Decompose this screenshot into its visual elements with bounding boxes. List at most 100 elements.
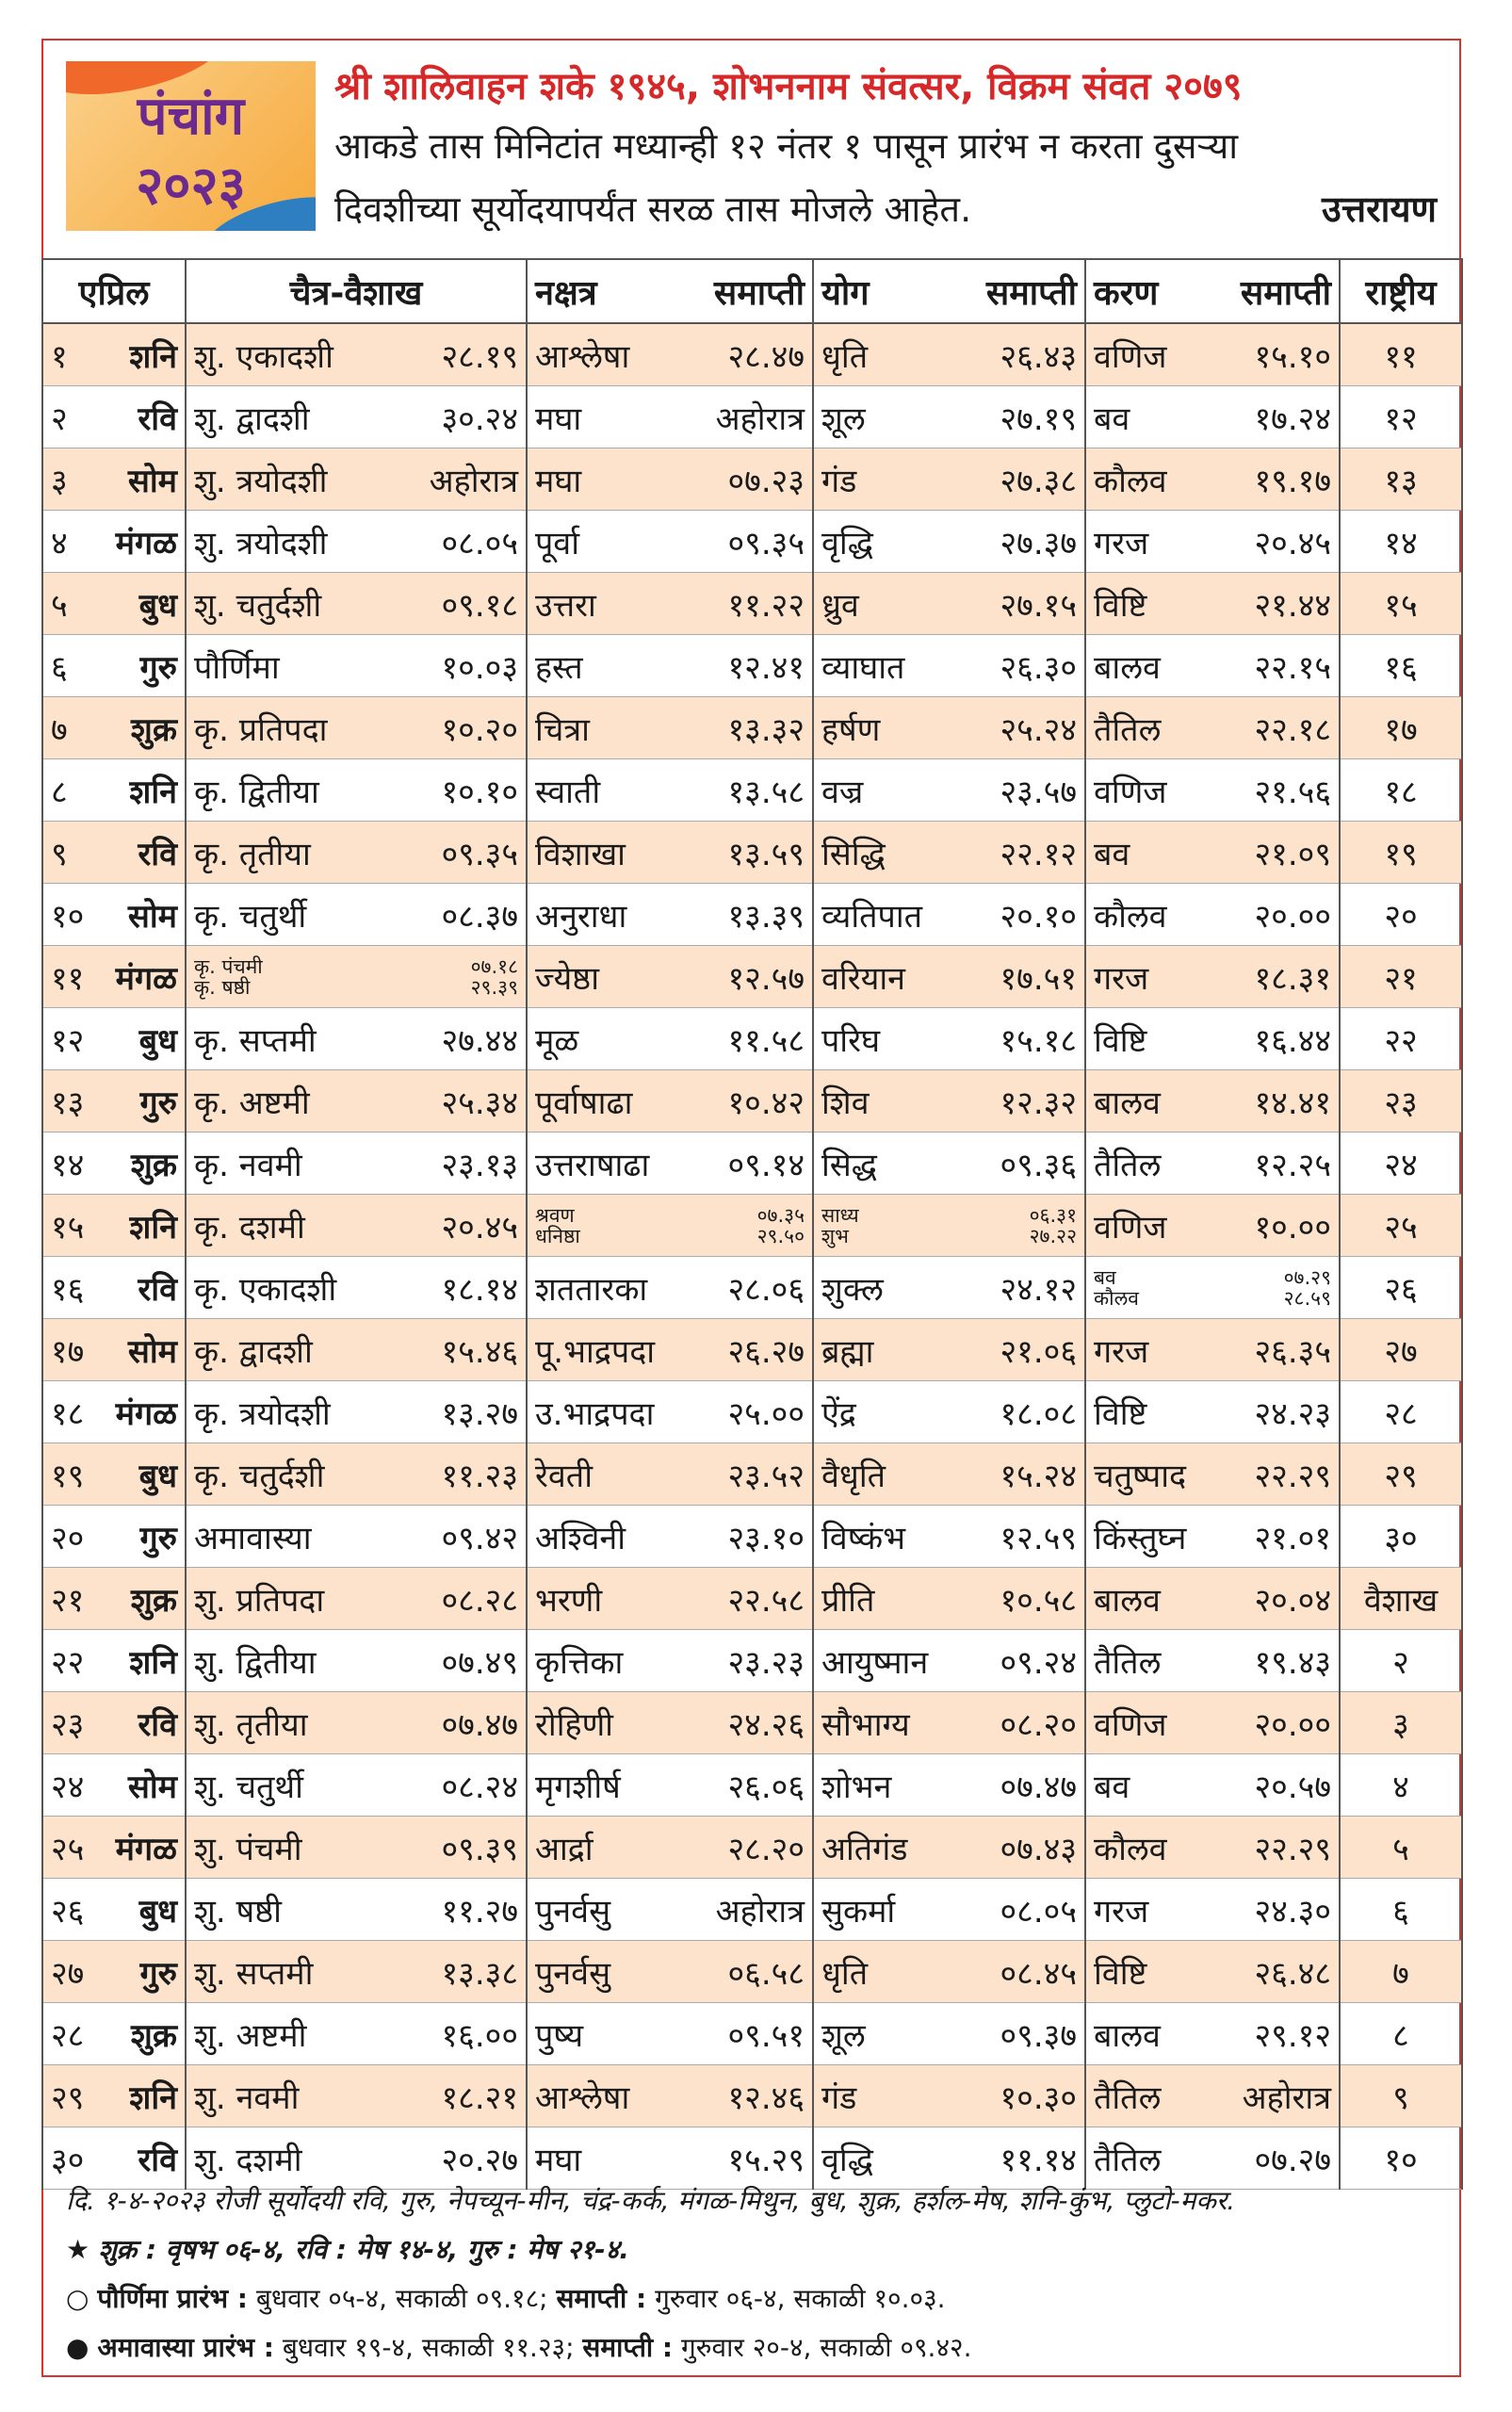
tithi-cell: शु. एकादशी २८.१९ [185,323,528,386]
column-header: नक्षत्र समाप्ती [526,258,814,324]
yoga-end: ०९.३६ [1000,1146,1077,1184]
tithi-cell: कृ. सप्तमी २७.४४ [185,1007,528,1070]
yoga-end: १२.५९ [1000,1519,1077,1557]
karan-cell: विष्टि २६.४८ [1084,1940,1341,2003]
yoga-wrap: व्यतिपात २०.१० [821,893,1077,937]
tithi-end: २७.४४ [441,1021,518,1060]
yoga-cell: ऐंद्र १८.०८ [812,1380,1086,1443]
karan-cell: कौलव २०.०० [1084,883,1341,946]
date-cell: १० सोम [41,883,187,946]
national-date: ८ [1339,2002,1463,2065]
yoga: सिद्धि [821,835,886,873]
karan-end: १२.२५ [1254,1146,1331,1184]
start: बुधवार ०५-४, सकाळी ०९.१८; [255,2283,548,2314]
nakshatra-cell: मघा ०७.२३ [526,448,814,511]
weekday: मंगळ [115,959,177,998]
date-cell: १७ सोम [41,1318,187,1381]
karan-end: २४.२३ [1254,1394,1331,1433]
karan-wrap: तैतिल अहोरात्र [1094,2075,1331,2118]
nakshatra-cell: उत्तराषाढा ०९.१४ [526,1132,814,1195]
tithi-wrap: शु. त्रयोदशी ०८.०५ [194,520,518,563]
karan-end: २०.०० [1254,897,1331,936]
karan-wrap: बालव २९.१२ [1094,2013,1331,2056]
nakshatra-cell: भरणी २२.५८ [526,1567,814,1630]
yoga-end: ०७.४७ [1000,1768,1077,1806]
tithi: कृ. सप्तमी [194,1021,317,1060]
national-date: १० [1339,2127,1463,2190]
yoga-cell: हर्षण २५.२४ [812,696,1086,759]
karan-split: बव कौलव [1094,1267,1139,1309]
date-wrap: २ रवि [51,396,177,439]
tithi-end: ३०.२४ [441,399,518,438]
tithi-end: १८.२१ [441,2078,518,2117]
tithi-cell: शु. द्वादशी ३०.२४ [185,385,528,448]
karan-cell: गरज २६.३५ [1084,1318,1341,1381]
national-date: २० [1339,883,1463,946]
yoga-end-split: ०६.३१ २७.२२ [1030,1205,1077,1247]
date-wrap: १० सोम [51,893,177,937]
national-date: २८ [1339,1380,1463,1443]
weekday: रवि [138,835,177,873]
yoga-end: १०.५८ [1000,1581,1077,1620]
nakshatra-wrap: आश्लेषा २८.४७ [535,334,805,377]
tithi: कृ. द्वितीया [194,773,319,811]
tithi-cell: शु. पंचमी ०९.३९ [185,1816,528,1879]
yoga: ऐंद्र [821,1394,856,1433]
karan-end: अहोरात्र [1242,2078,1331,2117]
karan-cell: बालव २९.१२ [1084,2002,1341,2065]
date: १६ [51,1270,85,1309]
karan-cell: बव १७.२४ [1084,385,1341,448]
yoga: हर्षण [821,710,881,749]
nakshatra-cell: रोहिणी २४.२६ [526,1691,814,1754]
tithi: कृ. पंचमी [194,954,263,978]
date-wrap: २७ गुरु [51,1950,177,1994]
karan: तैतिल [1094,2078,1162,2117]
nakshatra: हस्त [535,648,583,687]
tithi-cell: शु. दशमी २०.२७ [185,2127,528,2190]
yoga-wrap: अतिगंड ०७.४३ [821,1826,1077,1869]
karan: कौलव [1094,462,1167,500]
tithi-end: १८.१४ [441,1270,518,1309]
weekday: बुध [138,1021,177,1060]
tithi-wrap: कृ. द्वितीया १०.१० [194,769,518,812]
date-wrap: ३ सोम [51,458,177,501]
date-cell: ३ सोम [41,448,187,511]
nakshatra-wrap: मघा अहोरात्र [535,396,805,439]
table-row: १९ बुध कृ. चतुर्दशी ११.२३ रेवती २३.५२ वैधृति १५… [41,1442,1463,1506]
karan-cell: गरज २०.४५ [1084,510,1341,573]
date-cell: २७ गुरु [41,1940,187,2003]
tithi-wrap: शु. द्वादशी ३०.२४ [194,396,518,439]
karan-cell: वणिज २०.०० [1084,1691,1341,1754]
tithi-wrap: शु. षष्ठी ११.२७ [194,1888,518,1931]
yoga-wrap: वज्र २३.५७ [821,769,1077,812]
tithi: अमावास्या [194,1519,312,1557]
yoga-wrap: वैधृति १५.२४ [821,1453,1077,1496]
nakshatra-cell: उ.भाद्रपदा २५.०० [526,1380,814,1443]
date-wrap: १४ शुक्र [51,1142,177,1185]
logo-title: पंचांग [137,86,245,147]
karan-wrap: वणिज २१.५६ [1094,769,1331,812]
karan-end: २२.२९ [1254,1457,1331,1495]
date-wrap: २१ शुक्र [51,1577,177,1621]
date-wrap: १ शनि [51,334,177,377]
nakshatra-end: ०७.२३ [727,462,805,500]
yoga-cell: व्यतिपात २०.१० [812,883,1086,946]
karan-wrap: विष्टि २४.२३ [1094,1391,1331,1434]
karan-wrap: तैतिल १२.२५ [1094,1142,1331,1185]
karan-cell: तैतिल २२.१८ [1084,696,1341,759]
yoga: धृति [821,1954,869,1993]
national-date: १५ [1339,572,1463,635]
karan: चतुष्पाद [1094,1457,1187,1495]
table-row: १७ सोम कृ. द्वादशी १५.४६ पू.भाद्रपदा २६.२७ ब्र… [41,1318,1463,1381]
yoga-wrap: शुक्ल २४.१२ [821,1266,1077,1310]
national-date: १४ [1339,510,1463,573]
date-cell: २२ शनि [41,1629,187,1692]
header-pair: योग समाप्ती [821,269,1077,315]
karan: बालव [1094,1581,1161,1620]
nakshatra: कृत्तिका [535,1643,624,1682]
tithi: शु. त्रयोदशी [194,462,328,500]
nakshatra-wrap: रेवती २३.५२ [535,1453,805,1496]
yoga: वरियान [821,959,906,998]
nakshatra-wrap: अश्विनी २३.१० [535,1515,805,1558]
